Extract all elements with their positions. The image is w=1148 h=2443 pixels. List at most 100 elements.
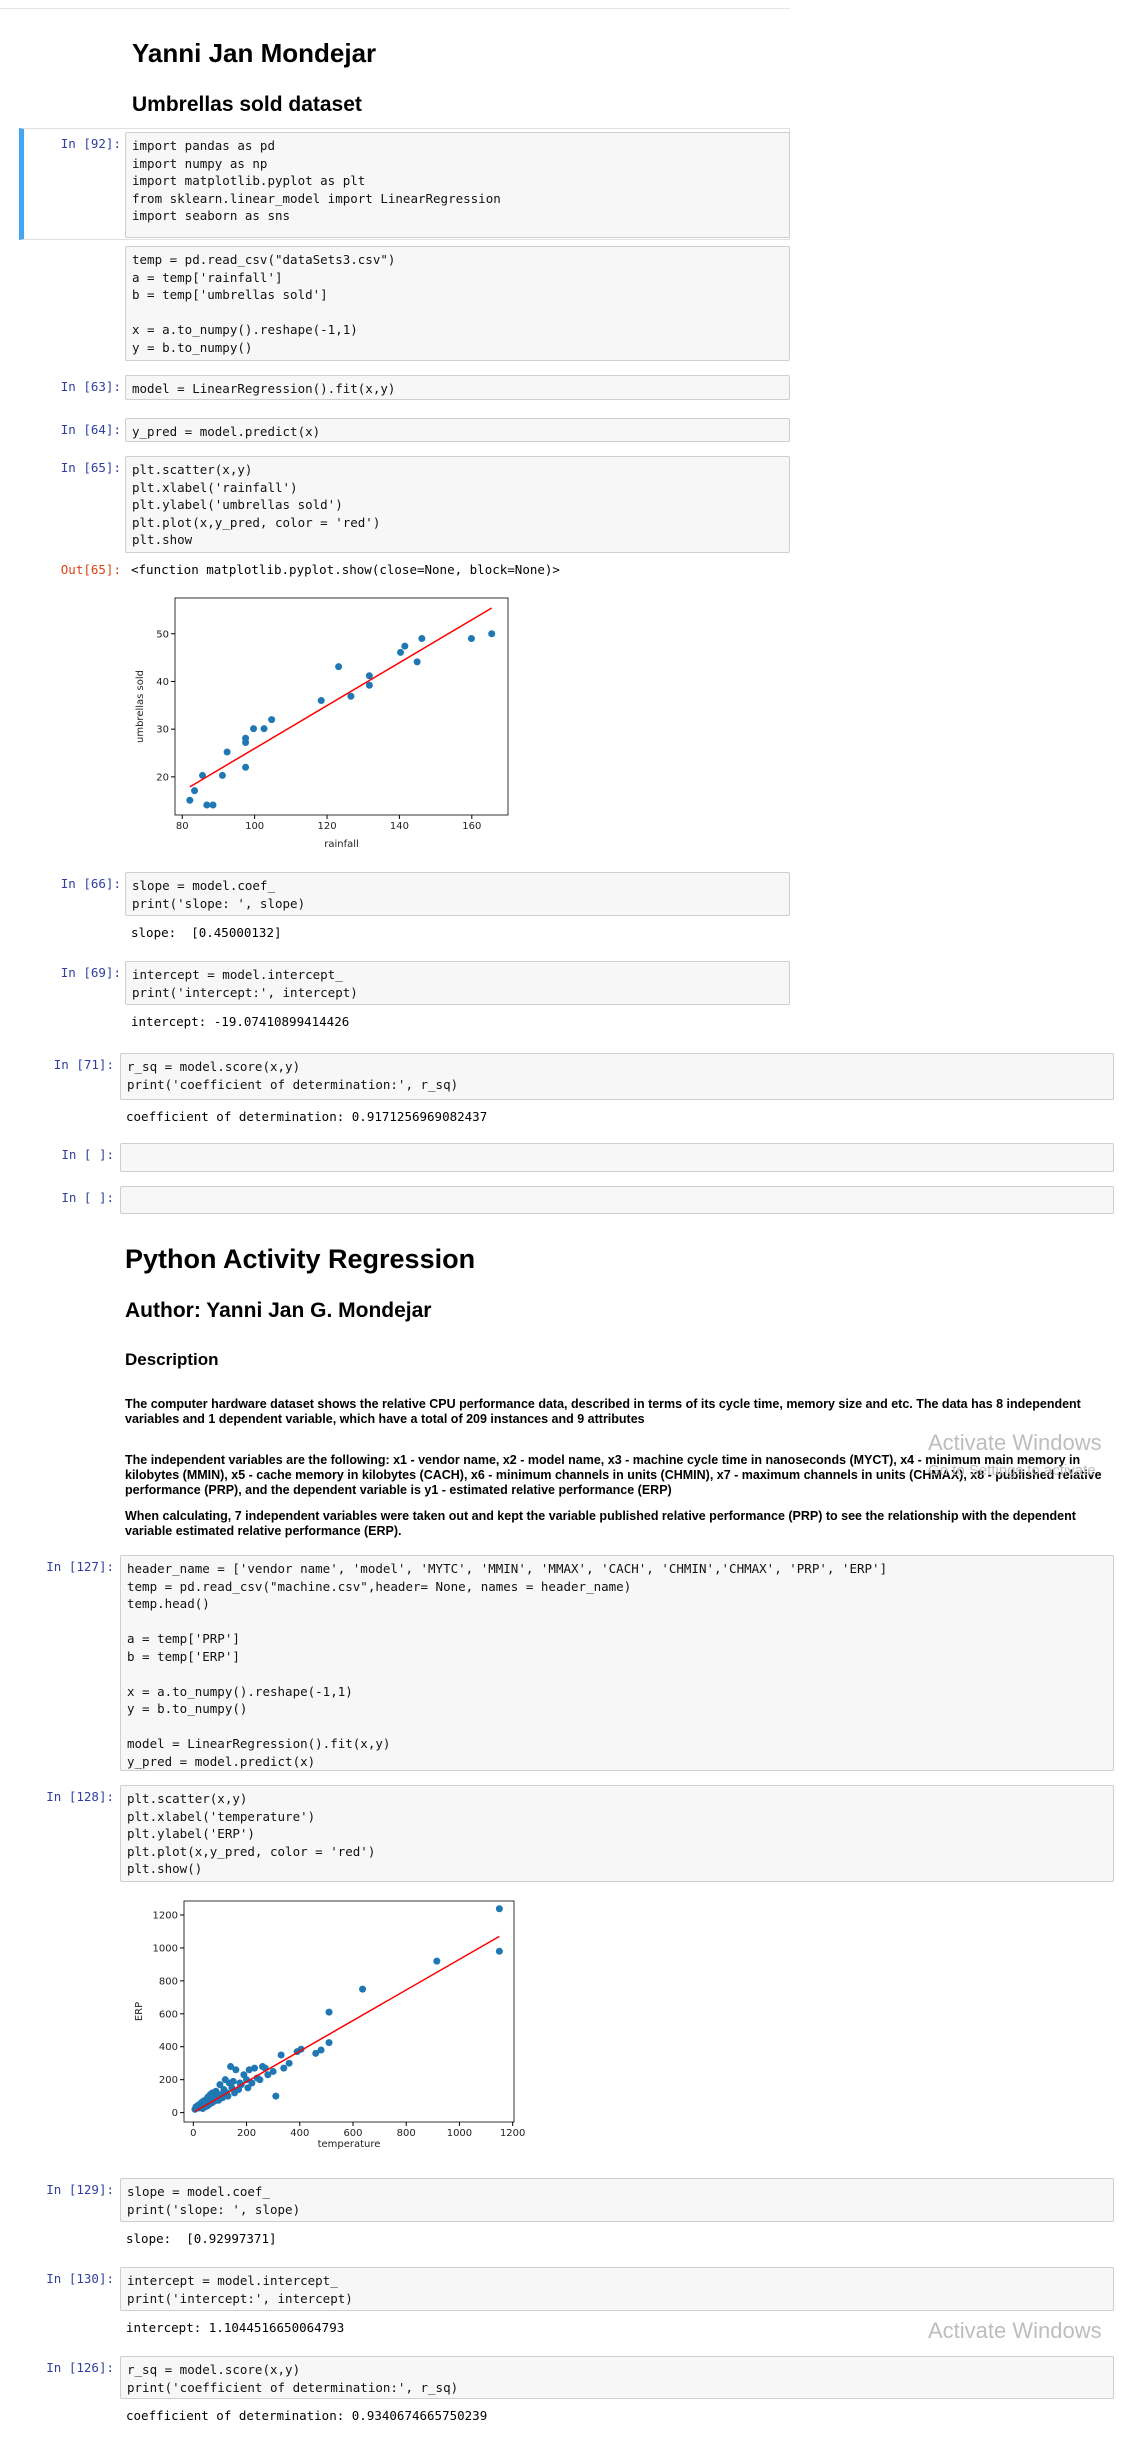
code-cell — [120, 1143, 1114, 1172]
code: y_pred = model.predict(x) — [132, 424, 321, 439]
scatter-point — [495, 1947, 503, 1955]
scatter-point — [413, 658, 421, 666]
code-cell: header_name = ['vendor name', 'model', '… — [120, 1555, 1114, 1771]
scatter-point — [242, 763, 250, 771]
input-prompt: In [127]: — [46, 1559, 114, 1574]
y-tick-label: 200 — [159, 2075, 178, 2086]
x-tick-label: 120 — [317, 821, 336, 832]
scatter-point — [218, 771, 226, 779]
x-tick-label: 140 — [390, 821, 409, 832]
notebook-title: Yanni Jan Mondejar — [132, 38, 377, 68]
scatter-point — [268, 716, 276, 724]
scatter-point — [242, 734, 250, 742]
code-cell: slope = model.coef_ print('slope: ', slo… — [120, 2178, 1114, 2222]
cell-output: intercept: 1.1044516650064793 — [126, 2320, 345, 2335]
cell-output: slope: [0.92997371] — [126, 2231, 277, 2246]
scatter-point — [495, 1905, 503, 1913]
input-prompt: In [71]: — [53, 1057, 114, 1072]
regression-line — [194, 1935, 500, 2113]
paragraph: The computer hardware dataset shows the … — [125, 1397, 1081, 1426]
code: r_sq = model.score(x,y) print('coefficie… — [127, 1059, 459, 1092]
section-heading: Description — [125, 1350, 219, 1369]
scatter-point — [245, 2066, 253, 2074]
code: plt.scatter(x,y) plt.xlabel('rainfall') … — [132, 462, 381, 547]
code: temp = pd.read_csv("dataSets3.csv") a = … — [132, 252, 396, 355]
scatter-point — [224, 2092, 232, 2100]
y-tick-label: 30 — [156, 725, 169, 736]
input-prompt: In [129]: — [46, 2182, 114, 2197]
code-cell: y_pred = model.predict(x) — [125, 418, 790, 442]
scatter-point — [335, 663, 343, 671]
code: r_sq = model.score(x,y) print('coefficie… — [127, 2362, 459, 2395]
code: intercept = model.intercept_ print('inte… — [132, 967, 358, 1000]
scatter-point — [256, 2076, 264, 2084]
scatter-point — [401, 642, 409, 650]
x-tick-label: 1200 — [500, 2128, 525, 2139]
input-prompt: In [66]: — [60, 876, 121, 891]
cell-output: slope: [0.45000132] — [131, 925, 282, 940]
scatter-point — [317, 2046, 325, 2054]
y-tick-label: 600 — [159, 2009, 178, 2020]
input-prompt: In [69]: — [60, 965, 121, 980]
y-tick-label: 20 — [156, 772, 169, 783]
x-tick-label: 200 — [237, 2128, 256, 2139]
code-cell: plt.scatter(x,y) plt.xlabel('temperature… — [120, 1785, 1114, 1882]
scatter-point — [365, 672, 373, 680]
cell-output: coefficient of determination: 0.93406746… — [126, 2408, 488, 2423]
code: import pandas as pd import numpy as np i… — [132, 138, 501, 223]
x-tick-label: 400 — [290, 2128, 309, 2139]
chart: 80 100 120 140 160 20 30 40 50 rainfall umbrellas … — [135, 597, 509, 850]
scatter-point — [248, 2079, 256, 2087]
scatter-point — [467, 635, 475, 643]
y-axis-label: ERP — [134, 2002, 145, 2021]
y-tick-label: 40 — [156, 677, 169, 688]
input-prompt: In [ ]: — [61, 1190, 114, 1205]
scatter-point — [359, 1985, 367, 1993]
scatter-point — [209, 801, 217, 809]
scatter-point — [232, 2066, 240, 2074]
code: header_name = ['vendor name', 'model', '… — [127, 1561, 888, 1769]
code-cell: import pandas as pd import numpy as np i… — [125, 132, 790, 238]
code: plt.scatter(x,y) plt.xlabel('temperature… — [127, 1791, 376, 1876]
x-axis-label: rainfall — [324, 839, 359, 850]
scatter-point — [433, 1957, 441, 1965]
scatter-point — [277, 2051, 285, 2059]
x-tick-label: 0 — [190, 2128, 196, 2139]
scatter-point — [260, 725, 268, 733]
y-tick-label: 1000 — [153, 1943, 178, 1954]
scatter-point — [229, 2077, 237, 2085]
notebook-subtitle: Umbrellas sold dataset — [132, 93, 362, 116]
watermark: Activate Windows — [928, 1430, 1102, 1455]
code-cell: model = LinearRegression().fit(x,y) — [125, 375, 790, 400]
scatter-point — [269, 2067, 277, 2075]
cell-output: intercept: -19.07410899414426 — [131, 1014, 350, 1029]
scatter-point — [317, 697, 325, 705]
code: slope = model.coef_ print('slope: ', slo… — [132, 878, 306, 911]
regression-line — [189, 607, 493, 788]
x-tick-label: 160 — [462, 821, 481, 832]
scatter-point — [186, 796, 194, 804]
scatter-point — [272, 2092, 280, 2100]
code: model = LinearRegression().fit(x,y) — [132, 381, 396, 396]
scatter-point — [325, 2039, 333, 2047]
code: slope = model.coef_ print('slope: ', slo… — [127, 2184, 301, 2217]
input-prompt: In [63]: — [60, 379, 121, 394]
scatter-point — [280, 2064, 288, 2072]
input-prompt: In [ ]: — [61, 1147, 114, 1162]
scatter-point — [418, 635, 426, 643]
scatter-point — [203, 801, 211, 809]
paragraph: When calculating, 7 independent variable… — [125, 1509, 1076, 1538]
x-tick-label: 600 — [343, 2128, 362, 2139]
scatter-point — [365, 681, 373, 689]
code-cell — [120, 1186, 1114, 1214]
plot-frame — [183, 1900, 515, 2123]
watermark: Go to Settings to activate — [928, 1462, 1096, 1479]
watermark: Activate Windows — [928, 2318, 1102, 2343]
code: intercept = model.intercept_ print('inte… — [127, 2273, 353, 2306]
scatter-point — [251, 2064, 259, 2072]
x-tick-label: 100 — [245, 821, 264, 832]
x-axis-label: temperature — [318, 2139, 381, 2150]
code-cell: intercept = model.intercept_ print('inte… — [125, 961, 790, 1005]
scatter-point — [488, 630, 496, 638]
scatter-point — [244, 2084, 252, 2092]
